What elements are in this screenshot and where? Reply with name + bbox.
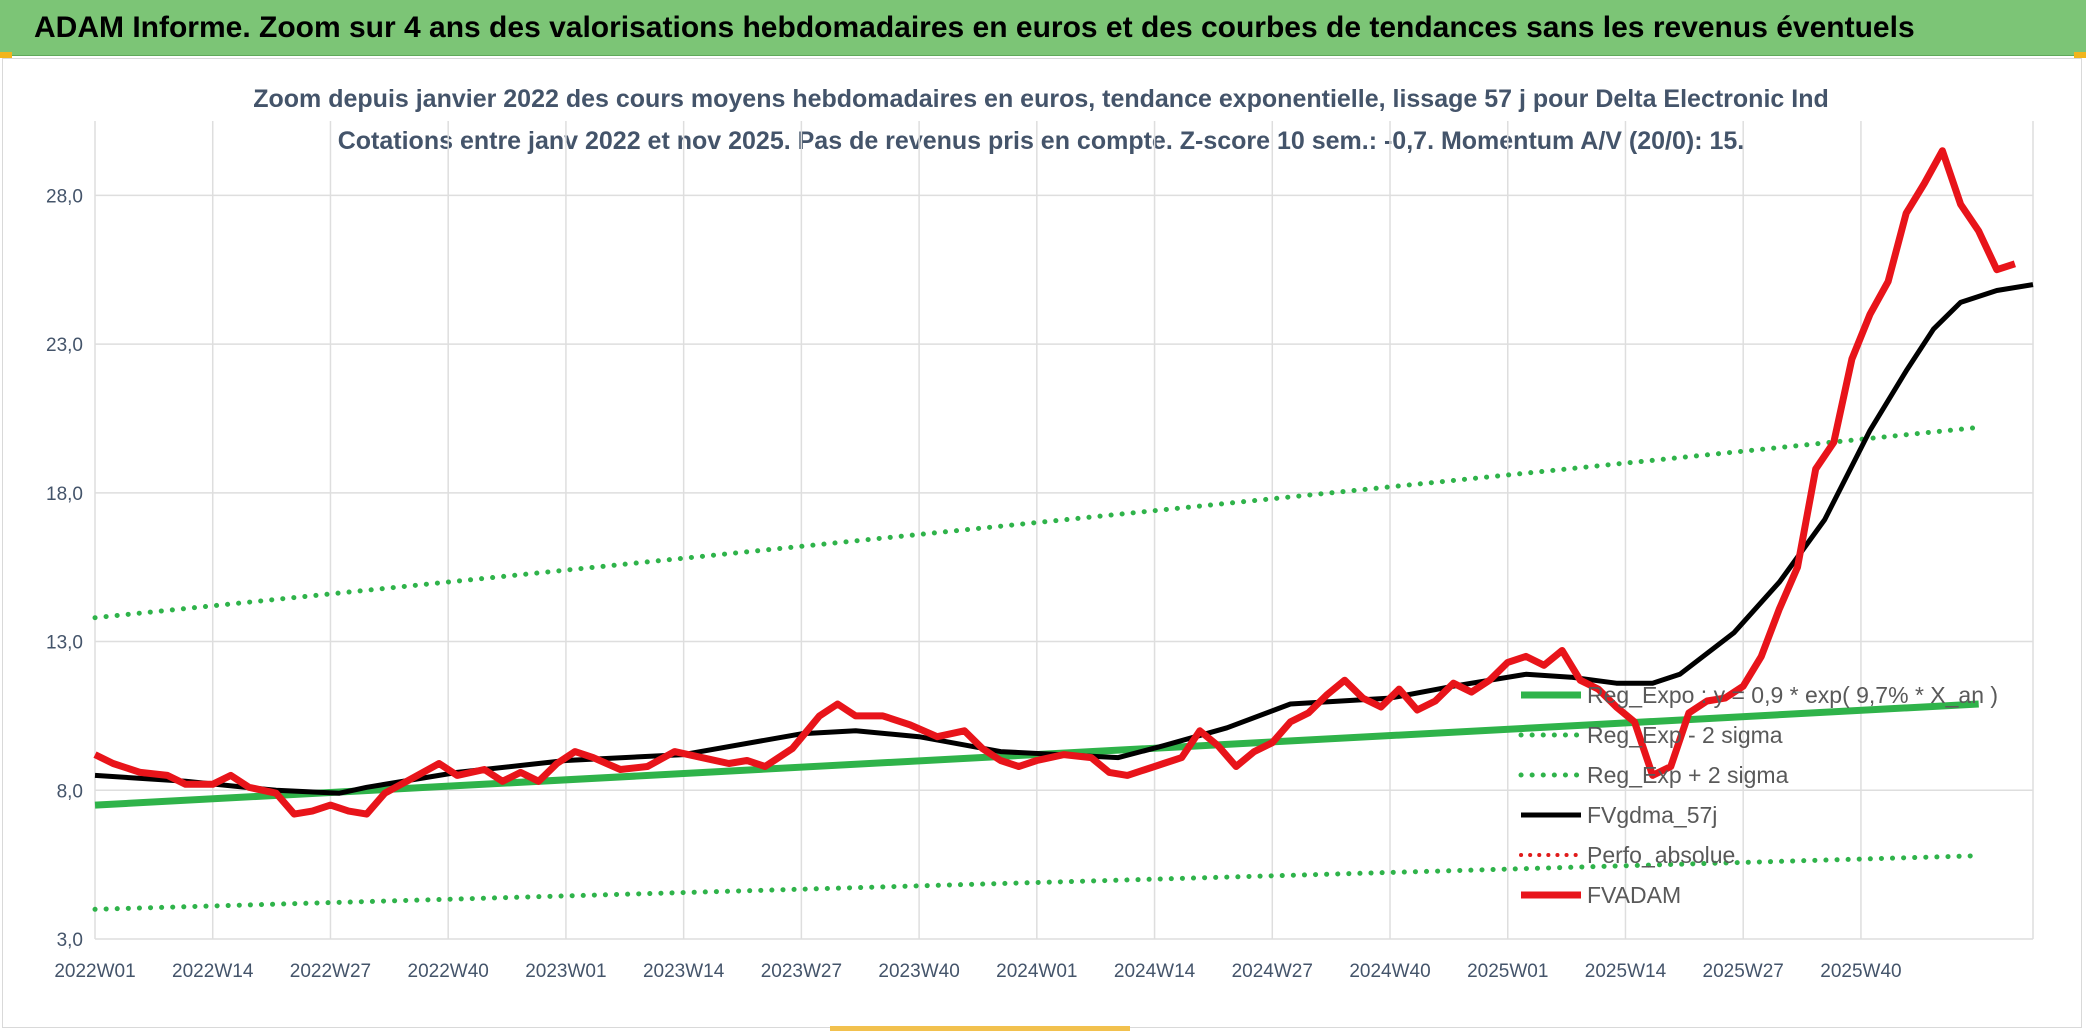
bottom-accent-bar <box>830 1026 1130 1031</box>
x-tick-label: 2024W14 <box>1114 961 1196 982</box>
x-tick-label: 2025W40 <box>1820 961 1901 982</box>
series-line-reg_exp <box>92 424 1982 621</box>
y-axis-ticks: 3,0 8,0 13,0 18,0 23,0 28,0 <box>46 186 83 951</box>
legend-label: Perfo_absolue <box>1587 842 1735 868</box>
price-chart: Zoom depuis janvier 2022 des cours moyen… <box>46 85 2034 982</box>
y-tick-label: 3,0 <box>57 930 83 951</box>
legend: Reg_Expo : y = 0,9 * exp( 9,7% * X_an ) R… <box>1518 682 1998 908</box>
x-tick-label: 2023W27 <box>761 961 842 982</box>
chart-frame: Zoom depuis janvier 2022 des cours moyen… <box>2 58 2082 1028</box>
chart-title: Zoom depuis janvier 2022 des cours moyen… <box>253 85 1829 113</box>
x-tick-label: 2023W40 <box>878 961 959 982</box>
legend-label: Reg_Expo : y = 0,9 * exp( 9,7% * X_an ) <box>1587 682 1998 708</box>
y-tick-label: 18,0 <box>46 484 83 505</box>
series-line-reg_exp <box>92 853 1982 912</box>
x-tick-label: 2023W14 <box>643 961 725 982</box>
series-line-fvadam <box>93 147 2016 818</box>
series-lines <box>92 147 2034 912</box>
y-tick-label: 23,0 <box>46 335 83 356</box>
x-tick-label: 2023W01 <box>525 961 606 982</box>
x-tick-label: 2022W14 <box>172 961 254 982</box>
x-tick-label: 2025W01 <box>1467 961 1548 982</box>
x-tick-label: 2022W01 <box>54 961 135 982</box>
x-tick-label: 2025W27 <box>1703 961 1784 982</box>
x-tick-label: 2024W40 <box>1349 961 1430 982</box>
legend-label: Reg_Exp - 2 sigma <box>1587 722 1783 748</box>
legend-label: Reg_Exp + 2 sigma <box>1587 762 1789 788</box>
x-tick-label: 2022W40 <box>408 961 489 982</box>
page-banner-title: ADAM Informe. Zoom sur 4 ans des valoris… <box>0 0 2086 56</box>
x-tick-label: 2022W27 <box>290 961 371 982</box>
banner-corner-left <box>0 52 12 58</box>
x-tick-label: 2025W14 <box>1585 961 1667 982</box>
legend-label: FVgdma_57j <box>1587 802 1717 828</box>
banner-corner-right <box>2074 52 2086 58</box>
x-tick-label: 2024W01 <box>996 961 1077 982</box>
y-tick-label: 28,0 <box>46 186 83 207</box>
x-tick-label: 2024W27 <box>1232 961 1313 982</box>
y-tick-label: 8,0 <box>57 781 83 802</box>
x-axis-ticks: 2022W01 2022W14 2022W27 2022W40 2023W01 2023W… <box>54 961 1901 982</box>
y-tick-label: 13,0 <box>46 633 83 654</box>
gridlines <box>94 121 2034 940</box>
legend-label: FVADAM <box>1587 882 1681 908</box>
chart-subtitle: Cotations entre janv 2022 et nov 2025. P… <box>338 127 1745 155</box>
